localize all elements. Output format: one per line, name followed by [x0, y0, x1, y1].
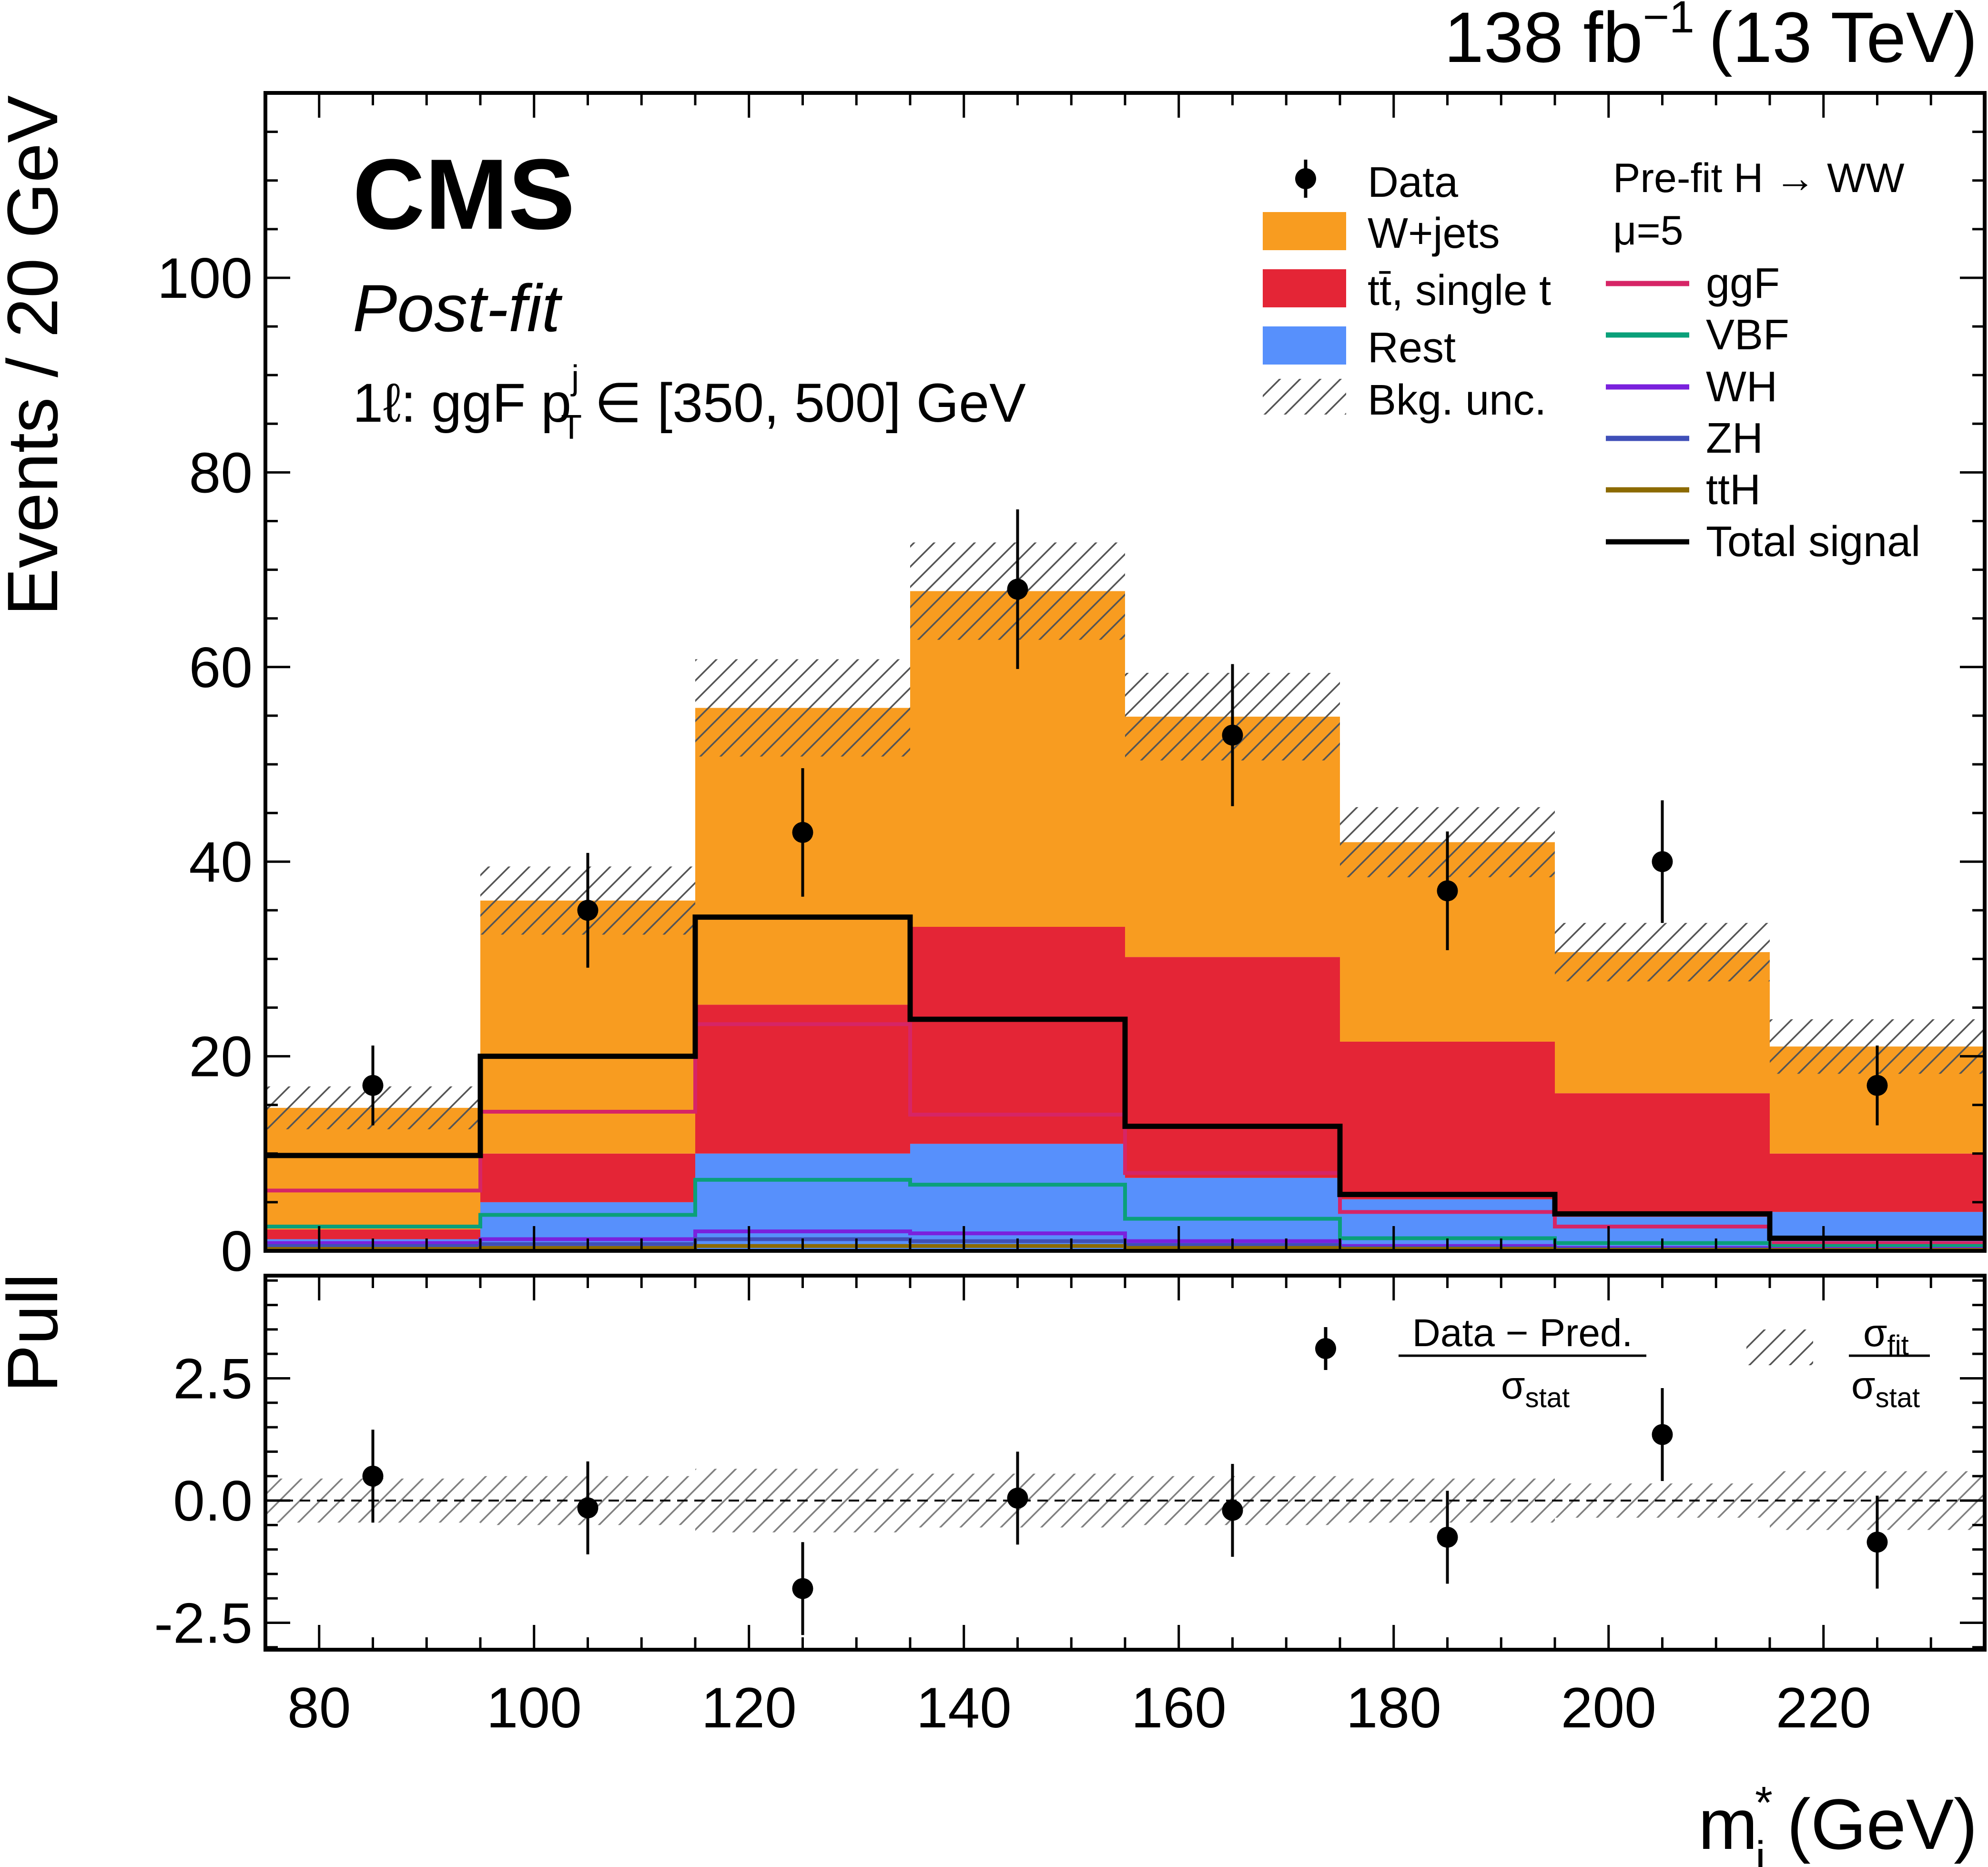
main-ylabel: Events / 20 GeV: [0, 95, 72, 616]
pull-legend-hatch: [1746, 1329, 1813, 1365]
xlabel: mj* (GeV): [1698, 1777, 1978, 1867]
pull-ytick-label-2: 2.5: [173, 1347, 253, 1410]
pull-legend-fit-num: σfit: [1863, 1311, 1909, 1361]
pull-point-4: [1222, 1500, 1243, 1521]
pull-point-6: [1652, 1424, 1673, 1445]
signal-ggf-line: [265, 1022, 1985, 1245]
legend-mu-label: μ=5: [1613, 208, 1684, 254]
bar-tt-single-t-6: [1555, 1093, 1770, 1217]
xtick-label-160: 160: [1131, 1676, 1227, 1740]
data-point-5: [1437, 880, 1458, 902]
bar-tt-single-t-5: [1340, 1041, 1555, 1199]
pull-point-7: [1866, 1532, 1888, 1553]
main-ytick-label-20: 20: [189, 1025, 253, 1089]
category-label: 1ℓ: ggF pj T ∈ [350, 500] GeV: [353, 359, 1026, 446]
xtick-label-220: 220: [1776, 1676, 1871, 1740]
data-point-3: [1007, 578, 1028, 600]
lumi-exponent: −1: [1643, 0, 1694, 42]
main-ytick-label-40: 40: [189, 830, 253, 894]
data-point-6: [1652, 851, 1673, 873]
pull-point-0: [362, 1465, 384, 1487]
legend-unc-swatch: [1263, 379, 1346, 415]
data-point-0: [362, 1075, 384, 1096]
legend-top-label: tt̄, single t: [1368, 267, 1551, 315]
legend-rest-swatch: [1263, 326, 1346, 365]
data-point-4: [1222, 724, 1243, 746]
pull-legend-denominator: σstat: [1501, 1364, 1570, 1413]
bar-tt-single-t-3: [910, 927, 1125, 1144]
legend-wjets-label: W+jets: [1368, 210, 1500, 257]
bar-rest-2: [695, 1153, 910, 1251]
status-label: Post-fit: [353, 271, 563, 345]
svg-text:138 fb−1(13 TeV): 138 fb−1 (13 TeV): [1444, 0, 1978, 77]
main-ytick-label-0: 0: [221, 1219, 253, 1283]
pull-legend-fit-den-sigma: σ: [1851, 1364, 1876, 1407]
legend-tth-label: ttH: [1706, 466, 1761, 514]
xtick-label-180: 180: [1346, 1676, 1441, 1740]
pull-legend-fit-den: σstat: [1851, 1364, 1920, 1413]
data-point-2: [792, 822, 813, 843]
pull-point-5: [1437, 1526, 1458, 1548]
signal-total-signal-line: [265, 914, 1985, 1241]
xtick-label-100: 100: [487, 1676, 582, 1740]
xtick-label-200: 200: [1561, 1676, 1656, 1740]
main-ytick-label-60: 60: [189, 636, 253, 700]
bar-tt-single-t-0: [265, 1229, 480, 1239]
category-sup: j: [570, 359, 579, 397]
legend-wh-label: WH: [1706, 363, 1777, 411]
pull-ytick-label-0: -2.5: [154, 1592, 253, 1655]
pull-legend: Data − Pred. σstat σfit σstat: [1315, 1311, 1930, 1413]
legend-data-marker: [1295, 168, 1316, 189]
bar-tt-single-t-2: [695, 1005, 910, 1154]
data-point-7: [1866, 1075, 1888, 1096]
experiment-label: CMS: [353, 138, 575, 250]
legend-ggf-label: ggF: [1706, 260, 1780, 307]
lumi-label: 138 fb: [1444, 0, 1643, 77]
pull-ylabel: Pull: [0, 1273, 72, 1392]
pull-legend-numerator: Data − Pred.: [1412, 1311, 1633, 1355]
pull-ytick-label-1: 0.0: [173, 1469, 253, 1533]
pull-legend-fit-den-sub: stat: [1876, 1382, 1920, 1413]
pull-legend-fit-sigma: σ: [1863, 1311, 1887, 1355]
pull-legend-den-sub: stat: [1525, 1382, 1570, 1413]
legend-data-label: Data: [1368, 159, 1459, 206]
legend-total-label: Total signal: [1706, 518, 1920, 566]
legend-signal-header: Pre-fit H → WW: [1613, 155, 1905, 201]
main-ytick-label-80: 80: [189, 441, 253, 505]
legend-vbf-label: VBF: [1706, 311, 1789, 359]
energy-label: (13 TeV): [1709, 0, 1978, 77]
legend-wjets-swatch: [1263, 212, 1346, 250]
pull-legend-marker: [1315, 1338, 1336, 1359]
main-ytick-label-100: 100: [157, 246, 253, 310]
bkg-unc-band-2: [695, 659, 910, 757]
bkg-unc-band-6: [1555, 923, 1770, 982]
legend-top-swatch: [1263, 269, 1346, 307]
data-point-1: [577, 900, 598, 921]
legend-background: Data W+jets tt̄, single t Rest Bkg. unc.: [1263, 159, 1551, 424]
bar-tt-single-t-1: [480, 1153, 695, 1202]
legend-unc-label: Bkg. unc.: [1368, 376, 1546, 424]
xtick-label-120: 120: [701, 1676, 797, 1740]
legend-zh-label: ZH: [1706, 415, 1763, 462]
bar-tt-single-t-4: [1125, 957, 1340, 1178]
category-prefix: 1ℓ: ggF p: [353, 373, 571, 434]
pull-point-3: [1007, 1487, 1028, 1509]
pull-frame: [264, 1274, 1987, 1652]
category-sub: T: [561, 408, 582, 446]
pull-point-2: [792, 1578, 813, 1599]
pull-legend-den-sigma: σ: [1501, 1364, 1525, 1407]
legend-rest-label: Rest: [1368, 324, 1456, 372]
xtick-label-140: 140: [916, 1676, 1012, 1740]
legend-signal: Pre-fit H → WW μ=5 ggF VBF WH ZH ttH Tot…: [1606, 155, 1920, 566]
category-range: ∈ [350, 500] GeV: [594, 373, 1026, 434]
bar-tt-single-t-7: [1770, 1153, 1985, 1212]
xtick-label-80: 80: [287, 1676, 351, 1740]
pull-point-1: [577, 1497, 598, 1519]
